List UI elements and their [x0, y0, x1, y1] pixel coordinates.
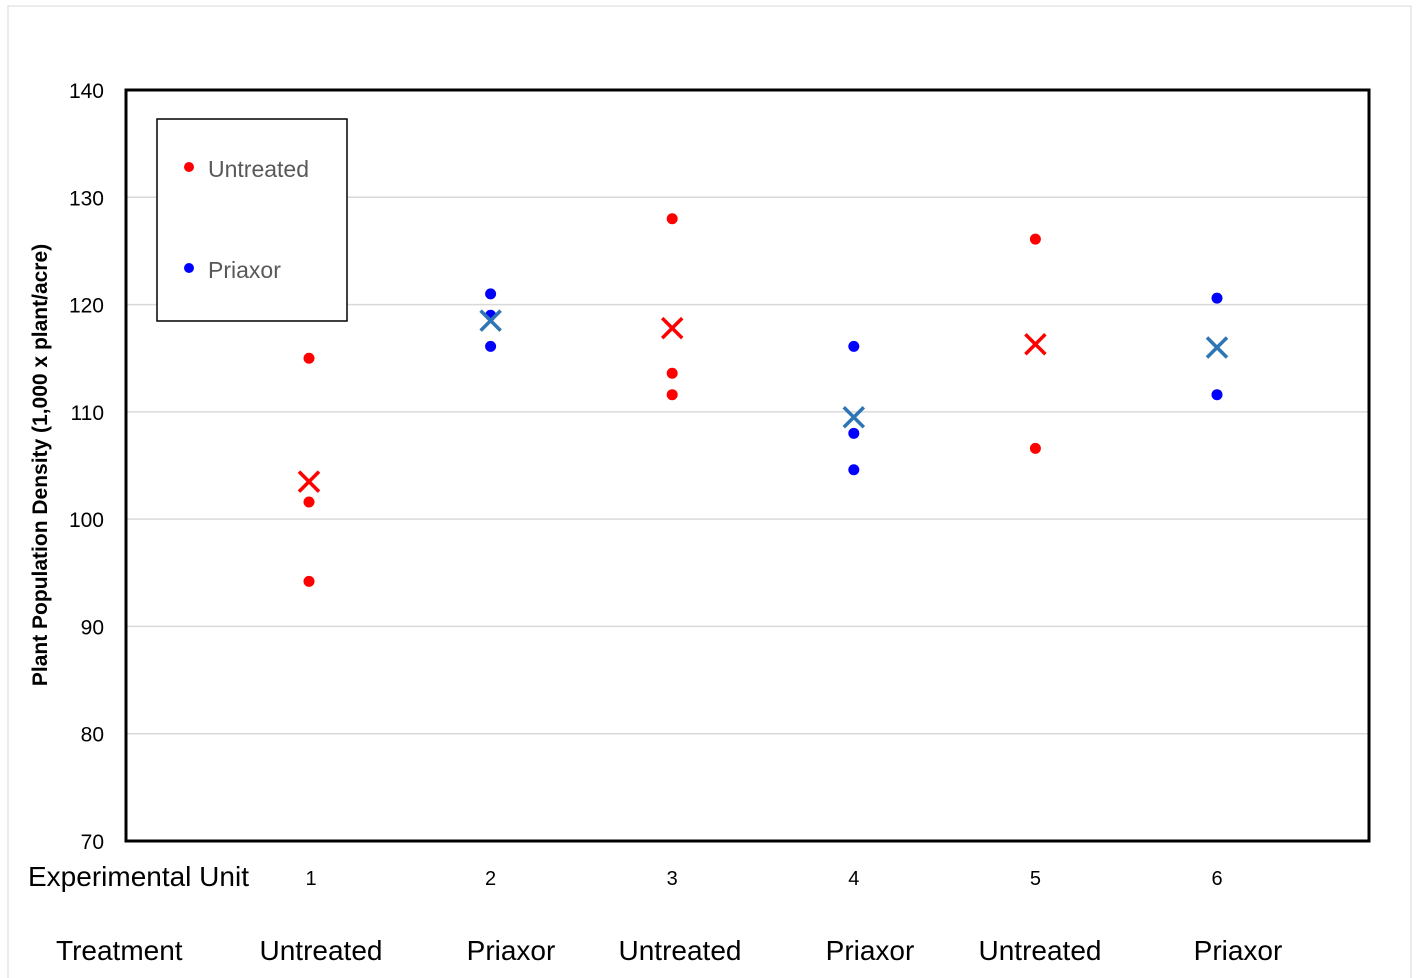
data-point [1029, 233, 1041, 245]
treatment-label: Untreated [619, 935, 742, 966]
data-point [666, 213, 678, 225]
mean-marker [842, 405, 866, 429]
mean-marker [297, 470, 321, 493]
mean-marker [660, 316, 684, 340]
data-point [1211, 292, 1223, 304]
unit-labels: 1 2 3 4 5 6 [305, 868, 1222, 890]
data-point [666, 367, 678, 379]
legend-marker-priaxor [184, 263, 194, 273]
mean-marker [1205, 336, 1229, 359]
treatment-label: Priaxor [467, 935, 556, 966]
y-axis-title: Plant Population Density (1,000 x plant/… [29, 244, 52, 686]
unit-label: 4 [848, 868, 859, 890]
legend: Untreated Priaxor [156, 118, 348, 322]
treatment-label: Priaxor [826, 935, 915, 966]
unit-label: 6 [1211, 868, 1222, 890]
data-point [303, 352, 315, 364]
plot-area-border [124, 88, 1371, 843]
treatment-label: Priaxor [1194, 935, 1283, 966]
gridlines [126, 196, 1369, 735]
y-tick-label: 110 [71, 402, 104, 425]
legend-box [156, 118, 348, 322]
unit-label: 2 [485, 868, 496, 890]
data-point [485, 340, 497, 352]
treatment-label: Untreated [260, 935, 383, 966]
y-tick-label: 100 [69, 509, 104, 532]
unit-label: 1 [305, 868, 316, 890]
legend-marker-untreated [184, 162, 194, 172]
mean-markers [297, 309, 1229, 493]
data-point [1029, 442, 1041, 454]
y-tick-label: 140 [69, 80, 104, 103]
treatment-label: Untreated [979, 935, 1102, 966]
data-point [666, 389, 678, 401]
unit-label: 5 [1030, 868, 1041, 890]
y-tick-label: 130 [69, 187, 104, 210]
data-points [303, 213, 1223, 587]
data-point [303, 575, 315, 587]
mean-marker [1024, 333, 1047, 356]
data-point [303, 496, 315, 508]
outer-border [7, 5, 1412, 978]
y-tick-label: 120 [69, 295, 104, 318]
data-point [485, 288, 497, 300]
treatment-labels: Untreated Priaxor Untreated Priaxor Untreate… [260, 935, 1283, 966]
legend-label-priaxor: Priaxor [208, 257, 281, 283]
data-point [848, 427, 860, 439]
y-tick-label: 80 [81, 724, 104, 747]
unit-label: 3 [667, 868, 678, 890]
unit-row-label: Experimental Unit [28, 861, 249, 892]
mean-marker [479, 309, 502, 332]
y-tick-labels: 70 80 90 100 110 120 130 140 [69, 80, 104, 854]
data-point [848, 464, 860, 476]
data-point [1211, 389, 1223, 401]
y-tick-label: 70 [81, 831, 104, 854]
data-point [848, 340, 860, 352]
y-tick-label: 90 [81, 616, 104, 639]
treatment-row-label: Treatment [56, 935, 183, 966]
legend-label-untreated: Untreated [208, 156, 309, 182]
